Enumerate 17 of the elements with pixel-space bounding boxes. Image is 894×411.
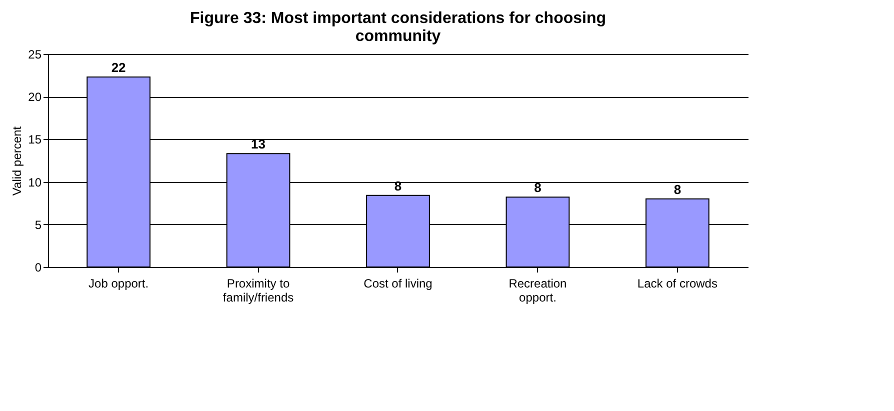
x-tick-label: Job opport. [88, 276, 149, 290]
y-tick-label: 0 [34, 260, 42, 274]
x-tick-label: Lack of crowds [637, 276, 718, 290]
y-tick-label: 25 [28, 48, 42, 62]
y-tick-label: 20 [28, 90, 42, 104]
x-tick-label: Recreation opport. [508, 276, 567, 304]
data-label: 22 [111, 60, 126, 76]
data-label: 8 [674, 182, 682, 197]
y-tick-label: 5 [34, 218, 42, 232]
y-tick-label: 15 [28, 132, 42, 147]
chart-title: Figure 33: Most important considerations for choosing community [190, 10, 606, 45]
data-label: 8 [534, 180, 542, 196]
data-label: 13 [251, 136, 266, 152]
y-axis-title: Valid percent [10, 126, 24, 196]
x-tick-label: Proximity to family/friends [222, 276, 294, 304]
y-tick-label: 10 [28, 175, 42, 190]
x-tick-label: Cost of living [364, 276, 432, 290]
